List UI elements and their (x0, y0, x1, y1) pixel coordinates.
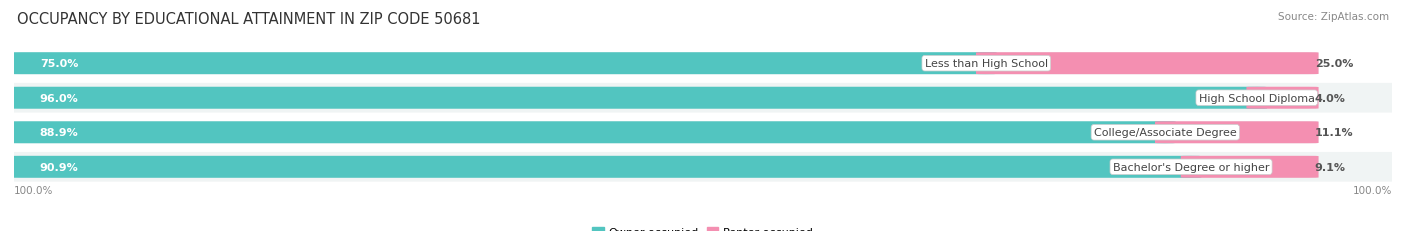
Text: 100.0%: 100.0% (1353, 185, 1392, 195)
FancyBboxPatch shape (10, 122, 1175, 144)
FancyBboxPatch shape (10, 53, 1319, 75)
FancyBboxPatch shape (976, 53, 1319, 75)
Text: 11.1%: 11.1% (1315, 128, 1354, 138)
FancyBboxPatch shape (10, 122, 1319, 144)
FancyBboxPatch shape (14, 84, 1392, 113)
FancyBboxPatch shape (10, 87, 1267, 109)
FancyBboxPatch shape (10, 53, 997, 75)
Text: 100.0%: 100.0% (14, 185, 53, 195)
FancyBboxPatch shape (1181, 156, 1319, 178)
Text: Source: ZipAtlas.com: Source: ZipAtlas.com (1278, 12, 1389, 21)
Text: OCCUPANCY BY EDUCATIONAL ATTAINMENT IN ZIP CODE 50681: OCCUPANCY BY EDUCATIONAL ATTAINMENT IN Z… (17, 12, 481, 27)
Text: College/Associate Degree: College/Associate Degree (1094, 128, 1237, 138)
FancyBboxPatch shape (10, 156, 1201, 178)
Text: Less than High School: Less than High School (925, 59, 1047, 69)
FancyBboxPatch shape (1247, 87, 1319, 109)
FancyBboxPatch shape (14, 49, 1392, 79)
Text: 75.0%: 75.0% (39, 59, 79, 69)
FancyBboxPatch shape (10, 87, 1319, 109)
FancyBboxPatch shape (14, 118, 1392, 147)
Text: 96.0%: 96.0% (39, 93, 79, 103)
FancyBboxPatch shape (10, 156, 1319, 178)
Text: 9.1%: 9.1% (1315, 162, 1346, 172)
FancyBboxPatch shape (1154, 122, 1319, 144)
FancyBboxPatch shape (14, 152, 1392, 182)
Legend: Owner-occupied, Renter-occupied: Owner-occupied, Renter-occupied (589, 223, 817, 231)
Text: Bachelor's Degree or higher: Bachelor's Degree or higher (1112, 162, 1270, 172)
Text: 90.9%: 90.9% (39, 162, 79, 172)
Text: 88.9%: 88.9% (39, 128, 79, 138)
Text: High School Diploma: High School Diploma (1199, 93, 1315, 103)
Text: 25.0%: 25.0% (1315, 59, 1353, 69)
Text: 4.0%: 4.0% (1315, 93, 1346, 103)
